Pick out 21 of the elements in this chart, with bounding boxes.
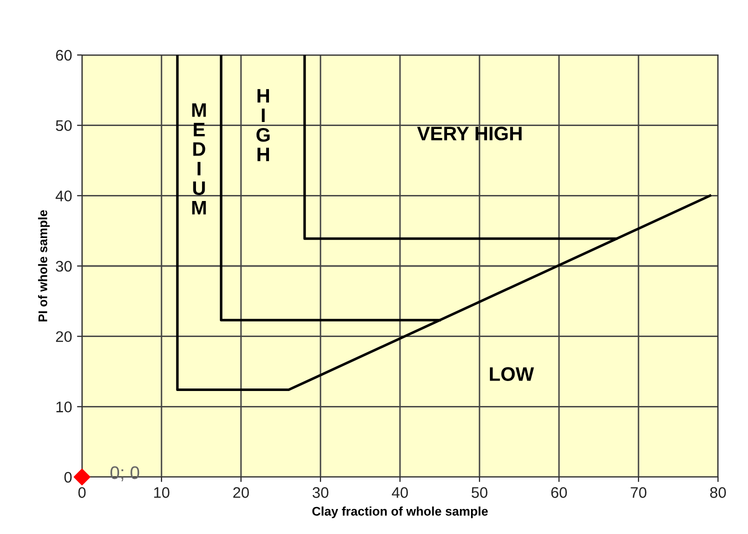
- x-tick-label: 80: [710, 487, 726, 498]
- annotation: HIGH: [256, 89, 270, 162]
- x-tick-label: 20: [233, 487, 249, 498]
- y-tick-label: 0: [64, 472, 72, 483]
- x-tick-label: 70: [630, 487, 646, 498]
- annotation: LOW: [490, 367, 534, 381]
- y-axis-title: PI of whole sample: [38, 210, 50, 322]
- annotation: MEDIUM: [192, 103, 206, 214]
- x-tick-label: 50: [472, 487, 488, 498]
- y-tick-label: 30: [56, 260, 72, 272]
- x-tick-label: 10: [154, 487, 170, 498]
- x-axis-title: Clay fraction of whole sample: [312, 506, 488, 518]
- y-tick-label: 20: [56, 331, 72, 342]
- y-tick-label: 10: [56, 402, 72, 412]
- y-tick-label: 50: [56, 120, 72, 132]
- x-tick-label: 30: [312, 487, 328, 498]
- y-tick-label: 40: [56, 190, 72, 202]
- x-tick-label: 0: [78, 487, 86, 498]
- x-tick-label: 60: [551, 487, 567, 498]
- y-tick-label: 60: [56, 50, 72, 61]
- x-tick-label: 40: [392, 487, 408, 498]
